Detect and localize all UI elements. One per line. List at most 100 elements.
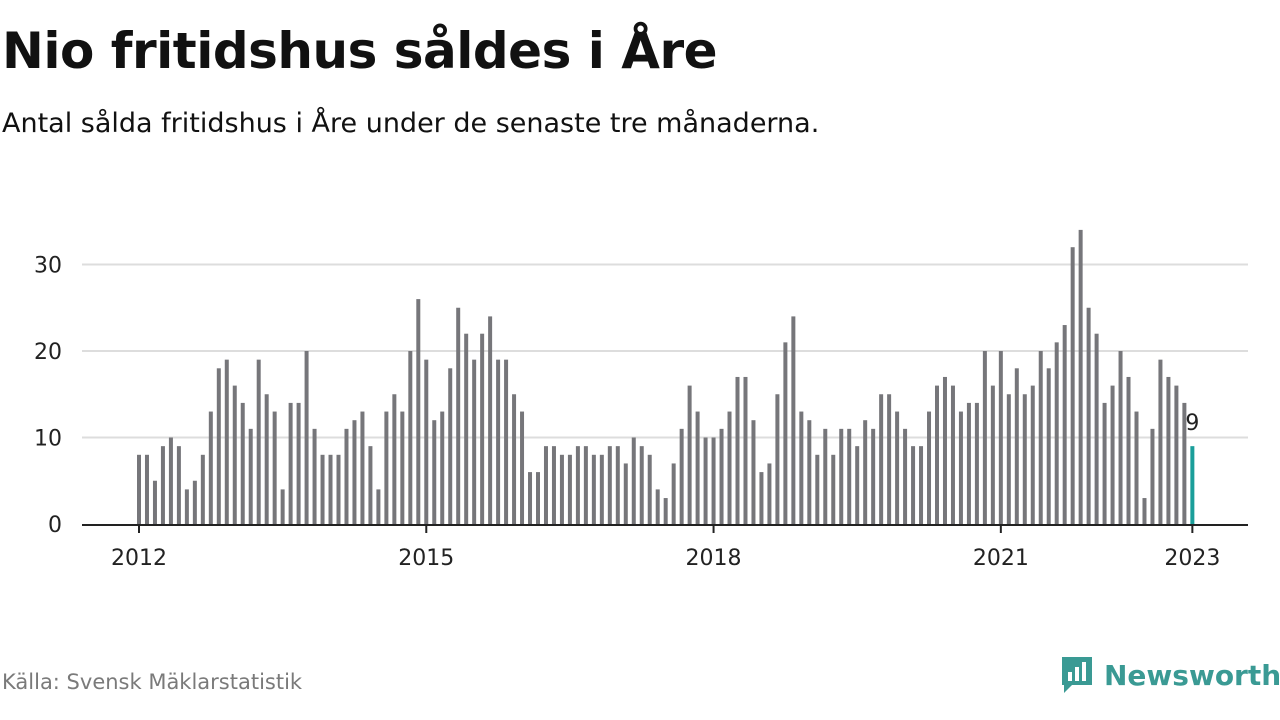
bar xyxy=(1102,402,1107,524)
bar xyxy=(200,454,205,524)
bar xyxy=(982,351,987,524)
bar xyxy=(1030,385,1035,524)
bar xyxy=(607,446,612,524)
bar xyxy=(1078,229,1083,524)
value-label: 9 xyxy=(1185,411,1199,436)
source-note: Källa: Svensk Mäklarstatistik xyxy=(2,670,303,694)
bar xyxy=(695,411,700,524)
bar xyxy=(496,359,501,524)
bar xyxy=(919,446,924,524)
bar xyxy=(1150,428,1155,524)
bar xyxy=(216,368,221,524)
bar xyxy=(296,402,301,524)
bar xyxy=(575,446,580,524)
bar xyxy=(536,472,540,524)
bar xyxy=(368,446,373,524)
bar xyxy=(472,359,477,524)
bar xyxy=(1110,385,1115,524)
bar-highlight xyxy=(1190,446,1195,524)
bar xyxy=(160,446,165,524)
chart-subtitle: Antal sålda fritidshus i Åre under de se… xyxy=(2,108,820,139)
bar xyxy=(974,402,979,524)
bar xyxy=(663,498,668,524)
y-tick-label: 20 xyxy=(34,340,62,365)
bar xyxy=(631,437,636,524)
bar xyxy=(480,333,485,524)
bar xyxy=(400,411,405,524)
bar xyxy=(1062,325,1067,524)
bar xyxy=(615,446,620,524)
bar xyxy=(1166,376,1171,524)
bar xyxy=(176,446,181,524)
bar xyxy=(759,472,764,524)
bar xyxy=(256,359,261,524)
chart-title: Nio fritidshus såldes i Åre xyxy=(2,22,718,80)
brand-logo: Newsworthy xyxy=(1060,654,1280,696)
bar xyxy=(1046,368,1051,524)
bar xyxy=(424,359,429,524)
bar xyxy=(304,351,309,524)
bar xyxy=(711,437,716,524)
bar xyxy=(799,411,804,524)
bar xyxy=(280,489,285,524)
bar xyxy=(623,463,628,524)
x-tick-label: 2018 xyxy=(686,546,742,571)
bar xyxy=(208,411,213,524)
bar xyxy=(344,428,349,524)
bar xyxy=(935,385,939,524)
bar xyxy=(855,446,860,524)
bar xyxy=(416,299,421,524)
bar xyxy=(1054,342,1059,524)
bar xyxy=(520,411,525,524)
brand-name: Newsworthy xyxy=(1104,658,1280,692)
bar xyxy=(543,446,548,524)
bar xyxy=(767,463,772,524)
bar xyxy=(847,428,852,524)
bar xyxy=(1182,402,1187,524)
bar xyxy=(871,428,876,524)
bar xyxy=(831,454,836,524)
bar xyxy=(927,411,932,524)
bar xyxy=(152,480,157,524)
bar xyxy=(392,394,397,524)
bar xyxy=(1070,247,1075,524)
bar xyxy=(942,376,947,524)
y-tick-label: 0 xyxy=(48,513,62,538)
bar xyxy=(887,394,892,524)
bar xyxy=(312,428,317,524)
bar xyxy=(583,446,588,524)
bar xyxy=(751,420,756,524)
bar xyxy=(551,446,556,524)
bar xyxy=(328,454,333,524)
bar xyxy=(719,428,724,524)
bar xyxy=(567,454,572,524)
bar xyxy=(839,428,844,524)
bar xyxy=(1006,394,1011,524)
bar xyxy=(783,342,788,524)
bar xyxy=(464,333,469,524)
newsworthy-logo-icon xyxy=(1062,657,1092,693)
bar xyxy=(360,411,365,524)
bar xyxy=(288,402,293,524)
bar xyxy=(998,351,1003,524)
bar xyxy=(192,480,197,524)
bar xyxy=(807,420,812,524)
bar xyxy=(775,394,780,524)
bar xyxy=(272,411,277,524)
bar xyxy=(248,428,253,524)
bar xyxy=(863,420,868,524)
bar xyxy=(743,376,748,524)
bar xyxy=(352,420,357,524)
bar xyxy=(687,385,692,524)
bar xyxy=(432,420,437,524)
bar xyxy=(958,411,963,524)
bar xyxy=(1142,498,1147,524)
bar xyxy=(232,385,237,524)
bar xyxy=(144,454,149,524)
bar xyxy=(559,454,564,524)
bar xyxy=(512,394,517,524)
bar xyxy=(376,489,381,524)
bar xyxy=(599,454,604,524)
bar xyxy=(456,307,461,524)
